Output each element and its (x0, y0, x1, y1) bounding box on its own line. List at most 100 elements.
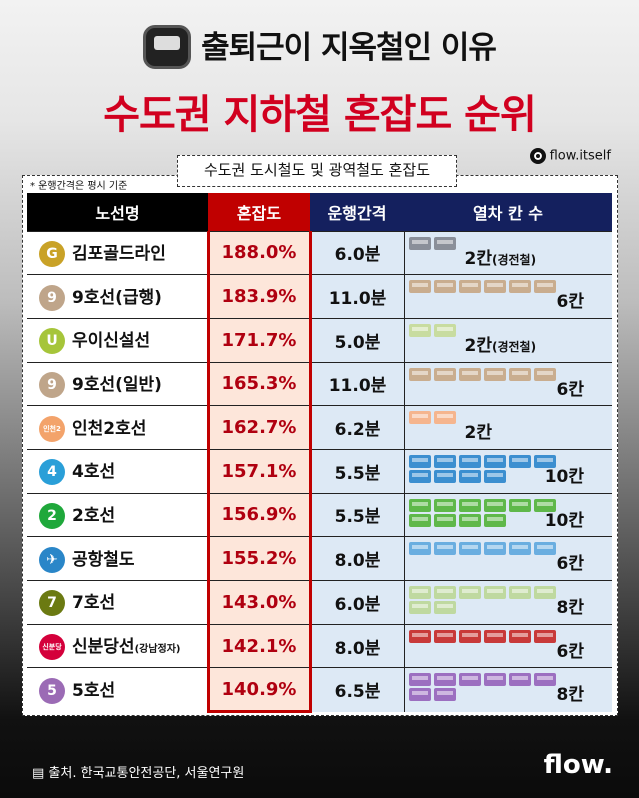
train-car-icon (483, 542, 506, 556)
table-row: ✈ 공항철도 155.2% 8.0분 6칸 (27, 536, 612, 581)
cars-cell: 6칸 (403, 361, 612, 406)
train-car-icon (433, 280, 456, 294)
line-name-cell: 신분당 신분당선(강남정자) (27, 623, 208, 668)
train-car-icon (433, 469, 456, 483)
congestion-cell: 157.1% (206, 448, 312, 494)
cars-cell: 10칸 (403, 492, 612, 537)
train-car-icon (458, 542, 481, 556)
interval-cell: 5.5분 (310, 448, 404, 494)
train-car-icon (458, 513, 481, 527)
congestion-cell: 183.9% (206, 274, 312, 319)
congestion-cell: 188.0% (206, 230, 312, 275)
train-car-icon (483, 454, 506, 468)
train-car-icon (458, 498, 481, 512)
line-name-cell: 7 7호선 (27, 580, 208, 625)
line-badge-icon: 4 (39, 459, 65, 486)
congestion-cell: 143.0% (206, 580, 312, 625)
train-car-icon (483, 513, 506, 527)
line-badge-icon: U (39, 328, 65, 355)
train-car-icon (508, 367, 531, 381)
interval-cell: 8.0분 (310, 623, 404, 668)
train-car-icon (433, 498, 456, 512)
train-car-icon (433, 542, 456, 556)
cars-cell: 8칸 (403, 580, 612, 625)
brand-logo: flow. (543, 750, 613, 780)
train-car-icon (408, 323, 431, 337)
subway-icon (143, 24, 192, 69)
train-car-icon (433, 673, 456, 687)
train-car-icon (533, 673, 556, 687)
line-name-cell: U 우이신설선 (27, 317, 208, 363)
train-car-icon (458, 454, 481, 468)
train-car-icon (408, 469, 431, 483)
train-car-icon (433, 688, 456, 702)
train-car-icon (433, 411, 456, 425)
train-car-icon (408, 688, 431, 702)
train-car-icon (433, 586, 456, 599)
train-car-icon (408, 411, 431, 425)
line-badge-icon: 신분당 (39, 634, 65, 661)
line-name-cell: 9 9호선(일반) (27, 361, 208, 406)
interval-cell: 6.2분 (310, 405, 404, 450)
train-car-icon (483, 586, 506, 599)
cars-cell: 6칸 (403, 274, 612, 319)
interval-cell: 5.5분 (310, 492, 404, 537)
train-car-icon (508, 629, 531, 643)
table-row: 7 7호선 143.0% 6.0분 8칸 (27, 580, 612, 625)
train-car-icon (483, 498, 506, 512)
train-car-icon (508, 498, 531, 512)
congestion-table: 노선명 혼잡도 운행간격 열차 칸 수 G 김포골드라인 188.0% 6.0분 … (27, 193, 612, 714)
line-badge-icon: 7 (39, 590, 65, 617)
congestion-cell: 162.7% (206, 405, 312, 450)
note: * 운행간격은 평시 기준 (30, 181, 128, 192)
congestion-cell: 142.1% (206, 623, 312, 668)
train-car-icon (408, 498, 431, 512)
train-car-icon (533, 586, 556, 599)
train-car-icon (508, 280, 531, 294)
train-car-icon (433, 454, 456, 468)
train-car-icon (408, 586, 431, 599)
train-car-icon (408, 513, 431, 527)
train-car-icon (408, 673, 431, 687)
train-car-icon (433, 629, 456, 643)
line-name-cell: 4 4호선 (27, 448, 208, 494)
line-badge-icon: 2 (39, 502, 65, 529)
interval-cell: 5.0분 (310, 317, 404, 363)
instagram-handle[interactable]: flow.itself (529, 148, 611, 164)
congestion-cell: 155.2% (206, 536, 312, 581)
header-line: 노선명 (27, 193, 208, 231)
train-car-icon (533, 498, 556, 512)
line-name-cell: 인천2 인천2호선 (27, 405, 208, 450)
train-car-icon (508, 454, 531, 468)
train-car-icon (483, 629, 506, 643)
line-badge-icon: 인천2 (39, 415, 65, 442)
source: ▤ 출처. 한국교통안전공단, 서울연구원 (32, 766, 245, 781)
table-row: 인천2 인천2호선 162.7% 6.2분 2칸 (27, 405, 612, 450)
table-row: 신분당 신분당선(강남정자) 142.1% 8.0분 6칸 (27, 623, 612, 668)
line-name-cell: 9 9호선(급행) (27, 274, 208, 319)
train-car-icon (458, 586, 481, 599)
line-badge-icon: ✈ (39, 546, 65, 573)
train-car-icon (483, 280, 506, 294)
table-row: U 우이신설선 171.7% 5.0분 2칸(경전철) (27, 317, 612, 363)
table-row: 2 2호선 156.9% 5.5분 10칸 (27, 492, 612, 537)
cars-cell: 2칸(경전철) (403, 230, 612, 275)
cars-cell: 6칸 (403, 623, 612, 668)
train-car-icon (433, 236, 456, 250)
congestion-cell: 171.7% (206, 317, 312, 363)
table-row: 5 5호선 140.9% 6.5분 8칸 (27, 667, 612, 714)
train-car-icon (408, 236, 431, 250)
train-car-icon (408, 542, 431, 556)
interval-cell: 8.0분 (310, 536, 404, 581)
line-name-cell: 5 5호선 (27, 667, 208, 712)
train-car-icon (483, 673, 506, 687)
train-car-icon (508, 586, 531, 599)
cars-cell: 8칸 (403, 667, 612, 712)
instagram-icon (529, 148, 546, 164)
line-badge-icon: 5 (39, 677, 65, 704)
train-car-icon (533, 367, 556, 381)
title: 출퇴근이 지옥철인 이유 (0, 22, 639, 72)
line-name-cell: ✈ 공항철도 (27, 536, 208, 581)
train-car-icon (458, 629, 481, 643)
line-badge-icon: 9 (39, 371, 65, 398)
